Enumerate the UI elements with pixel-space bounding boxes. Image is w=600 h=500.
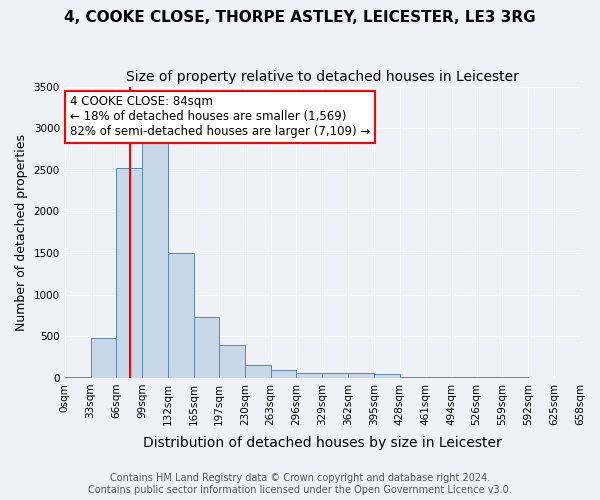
Bar: [374, 374, 400, 378]
Bar: [91, 338, 116, 378]
Bar: [219, 346, 245, 378]
Text: 4, COOKE CLOSE, THORPE ASTLEY, LEICESTER, LE3 3RG: 4, COOKE CLOSE, THORPE ASTLEY, LEICESTER…: [64, 10, 536, 25]
Bar: [245, 364, 271, 378]
Bar: [296, 374, 322, 378]
Bar: [348, 374, 374, 378]
Bar: [322, 373, 348, 378]
Bar: [194, 317, 219, 378]
Text: 4 COOKE CLOSE: 84sqm
← 18% of detached houses are smaller (1,569)
82% of semi-de: 4 COOKE CLOSE: 84sqm ← 18% of detached h…: [70, 96, 370, 138]
Title: Size of property relative to detached houses in Leicester: Size of property relative to detached ho…: [126, 70, 519, 84]
Y-axis label: Number of detached properties: Number of detached properties: [15, 134, 28, 330]
Text: Contains HM Land Registry data © Crown copyright and database right 2024.
Contai: Contains HM Land Registry data © Crown c…: [88, 474, 512, 495]
Bar: [168, 253, 194, 378]
Bar: [271, 370, 296, 378]
X-axis label: Distribution of detached houses by size in Leicester: Distribution of detached houses by size …: [143, 436, 502, 450]
Bar: [116, 168, 142, 378]
Bar: [142, 142, 168, 378]
